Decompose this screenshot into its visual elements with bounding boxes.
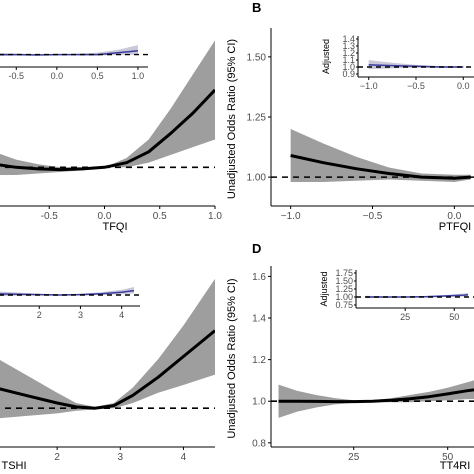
inset-x-tick-label: 2 xyxy=(37,310,42,320)
x-tick-label: 50 xyxy=(442,452,454,463)
x-axis-title: PTFQI xyxy=(439,221,471,233)
inset-x-tick-label: -0.5 xyxy=(9,71,25,81)
plot-area xyxy=(0,278,215,419)
inset-x-tick-label: −0.5 xyxy=(407,81,425,91)
inset-y-tick-label: 1.3 xyxy=(342,41,355,51)
inset-x-tick-label: 0.5 xyxy=(91,71,104,81)
x-tick-label: 1.0 xyxy=(208,211,222,222)
x-tick-label: 4 xyxy=(181,452,187,463)
inset-x-tick-label: 3 xyxy=(78,310,83,320)
plot-area xyxy=(0,40,215,176)
inset-d: 25 50 0.751.001.251.501.75 Adjusted xyxy=(319,266,474,322)
inset-x-tick-label: 25 xyxy=(400,312,410,322)
inset-background xyxy=(356,266,474,322)
y-tick-label: 0.8 xyxy=(252,438,266,449)
inset-y-tick-label: 1.00 xyxy=(335,292,353,302)
y-tick-label: 1.6 xyxy=(252,272,266,283)
inset-a: -0.5 0.0 0.5 1.0 xyxy=(0,24,148,81)
y-axis-title: Unadjusted Odds Ratio (95% CI) xyxy=(226,39,238,199)
panel-a: -0.5 0.0 0.5 1.0 TFQI -0.5 0.0 0.5 1.0 xyxy=(0,24,222,233)
inset-plot-area xyxy=(0,287,140,297)
inset-plot-area xyxy=(0,45,148,56)
x-axis-title: TT4RI xyxy=(440,460,471,472)
inset-plot-area xyxy=(356,292,474,299)
main-ci-band xyxy=(278,380,474,418)
inset-x-tick-label: 1.0 xyxy=(132,71,145,81)
x-tick-label: -0.5 xyxy=(41,211,59,222)
panel-label: B xyxy=(252,0,261,15)
inset-x-tick-label: 50 xyxy=(449,312,459,322)
y-tick-label: 1.2 xyxy=(252,355,266,366)
x-tick-label: 0.5 xyxy=(153,211,167,222)
inset-ci-band xyxy=(0,45,138,56)
inset-y-tick-label: 1.75 xyxy=(335,268,353,278)
inset-y-tick-label: 0.75 xyxy=(335,300,353,310)
inset-x-tick-label: 0.0 xyxy=(51,71,64,81)
main-ci-band xyxy=(290,129,471,182)
plot-area xyxy=(271,129,474,182)
main-or-line xyxy=(290,154,471,180)
inset-y-tick-label: 1.4 xyxy=(342,34,355,44)
inset-y-tick-label: 1.25 xyxy=(335,284,353,294)
x-tick-label: 25 xyxy=(348,452,360,463)
inset-or-line xyxy=(0,289,135,296)
plot-area xyxy=(271,380,474,418)
y-tick-label: 1.0 xyxy=(252,397,266,408)
main-ci-band xyxy=(0,278,215,419)
inset-x-tick-label: −1.0 xyxy=(360,81,378,91)
y-axis-title: Unadjusted Odds Ratio (95% CI) xyxy=(226,278,238,438)
inset-y-tick-label: 0.9 xyxy=(342,69,355,79)
inset-y-axis-title: Adjusted xyxy=(319,271,329,306)
panel-c: 2 3 4 TSHI 2 3 4 xyxy=(0,264,215,472)
inset-b: −1.0 −0.5 0.0 0.91.01.11.21.31.4 Adjusted xyxy=(321,32,474,91)
y-tick-label: 1.25 xyxy=(247,113,267,124)
inset-x-tick-label: 0.0 xyxy=(457,81,470,91)
x-axis-title: TSHI xyxy=(1,460,26,472)
inset-y-tick-label: 1.50 xyxy=(335,276,353,286)
inset-y-axis-title: Adjusted xyxy=(321,39,331,74)
x-tick-label: −0.5 xyxy=(363,211,383,222)
inset-plot-area xyxy=(358,60,474,70)
inset-x-tick-label: 4 xyxy=(119,310,124,320)
x-tick-label: 0.0 xyxy=(98,211,112,222)
main-or-line xyxy=(0,329,215,410)
y-tick-label: 1.4 xyxy=(252,314,266,325)
inset-y-tick-label: 1.2 xyxy=(342,48,355,58)
y-tick-label: 1.00 xyxy=(247,173,267,184)
panel-label: D xyxy=(252,241,261,256)
inset-y-tick-label: 1.0 xyxy=(342,62,355,72)
y-tick-label: 1.50 xyxy=(247,52,267,63)
x-tick-label: 3 xyxy=(118,452,124,463)
inset-y-tick-label: 1.1 xyxy=(342,55,355,65)
x-tick-label: 0.0 xyxy=(447,211,461,222)
x-tick-label: −1.0 xyxy=(281,211,301,222)
x-tick-label: 2 xyxy=(54,452,60,463)
x-axis-title: TFQI xyxy=(102,221,127,233)
inset-c: 2 3 4 xyxy=(0,264,140,320)
